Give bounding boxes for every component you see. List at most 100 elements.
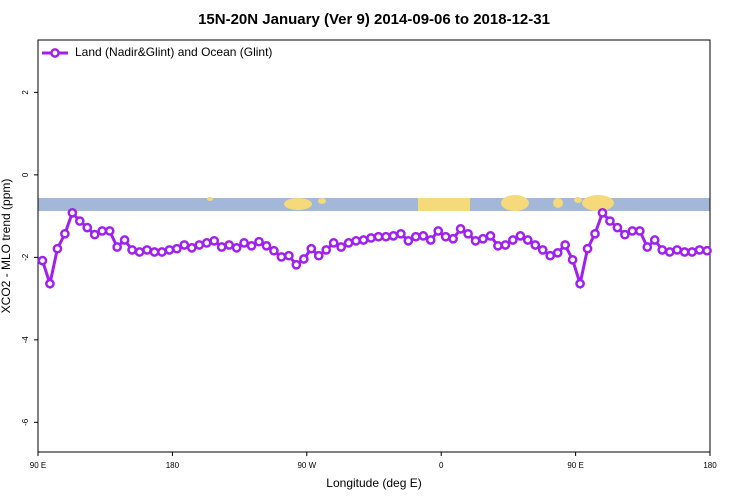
data-point — [388, 231, 399, 241]
data-point — [418, 231, 429, 241]
x-tick-label: 90 E — [567, 461, 583, 470]
data-point — [216, 242, 227, 252]
data-point — [276, 252, 287, 262]
data-point — [284, 250, 294, 261]
data-point — [590, 228, 600, 239]
data-point — [567, 254, 578, 265]
legend-marker — [50, 48, 60, 58]
data-point — [530, 240, 541, 250]
data-point — [104, 226, 115, 236]
plot-frame — [37, 39, 711, 453]
data-point — [627, 226, 638, 236]
y-tick-label: 0 — [21, 172, 30, 177]
data-point — [545, 250, 556, 261]
data-point — [231, 243, 242, 253]
map-strip — [38, 195, 710, 211]
data-point — [500, 240, 511, 250]
data-point — [470, 235, 481, 246]
data-point — [358, 235, 369, 245]
data-point — [142, 245, 152, 255]
data-point — [672, 245, 682, 255]
data-point — [597, 207, 608, 218]
data-point — [612, 222, 623, 233]
data-point — [537, 245, 548, 255]
data-point — [642, 242, 653, 252]
data-point — [254, 236, 264, 247]
chart-title: 15N-20N January (Ver 9) 2014-09-06 to 20… — [198, 11, 550, 28]
data-point — [291, 259, 302, 270]
data-point — [97, 226, 108, 236]
data-point — [433, 226, 444, 236]
x-tick-label: 0 — [439, 461, 444, 470]
data-point — [657, 245, 668, 255]
data-point — [634, 226, 645, 236]
data-point — [261, 240, 272, 251]
data-point — [455, 224, 466, 234]
data-point — [119, 235, 130, 245]
data-point — [485, 231, 496, 241]
y-tick-label: -2 — [21, 253, 30, 261]
x-tick-label: 180 — [703, 461, 717, 470]
data-point — [157, 247, 167, 257]
x-axis-label: Longitude (deg E) — [326, 476, 421, 490]
data-point — [313, 250, 324, 261]
data-point — [209, 235, 220, 246]
data-point — [351, 235, 361, 246]
data-point — [478, 233, 488, 244]
data-point — [224, 240, 234, 250]
data-point — [560, 240, 570, 250]
data-point — [74, 216, 85, 226]
data-point — [694, 245, 705, 255]
data-point — [194, 240, 205, 250]
data-point — [67, 207, 78, 218]
data-point — [448, 233, 458, 244]
data-point — [664, 247, 675, 257]
data-point — [687, 247, 697, 257]
data-point — [440, 231, 451, 242]
data-point — [269, 245, 279, 256]
y-tick-label: -4 — [21, 336, 30, 344]
data-point — [575, 278, 585, 289]
data-point — [112, 242, 122, 252]
data-point — [127, 245, 137, 255]
data-point — [366, 233, 376, 243]
data-point — [410, 231, 421, 242]
data-point — [82, 222, 93, 233]
data-point — [298, 254, 309, 264]
data-point — [239, 238, 249, 248]
x-tick-label: 90 W — [297, 461, 316, 470]
data-point — [89, 229, 100, 240]
y-tick-label: 2 — [21, 90, 30, 95]
legend-label: Land (Nadir&Glint) and Ocean (Glint) — [75, 45, 272, 59]
data-point — [164, 245, 175, 255]
data-point — [605, 216, 615, 226]
data-point — [186, 243, 197, 253]
data-point — [321, 245, 332, 255]
data-point — [508, 235, 518, 245]
data-point — [201, 238, 212, 248]
data-point — [403, 235, 414, 246]
data-point — [306, 243, 317, 254]
x-tick-label: 90 E — [30, 461, 46, 470]
data-point — [396, 228, 406, 239]
data-point — [649, 235, 660, 245]
data-point — [60, 228, 70, 239]
data-point — [373, 231, 384, 242]
data-point — [620, 229, 630, 240]
data-point — [343, 238, 354, 248]
data-point — [522, 235, 533, 245]
data-point — [45, 278, 55, 289]
data-point — [52, 243, 63, 254]
y-axis-label: XCO2 - MLO trend (ppm) — [0, 179, 13, 314]
data-point — [425, 235, 436, 245]
data-point — [149, 247, 160, 257]
data-point — [381, 231, 391, 242]
data-point — [702, 245, 712, 256]
data-point — [328, 238, 339, 248]
y-tick-label: -6 — [21, 418, 30, 426]
data-point — [463, 228, 473, 239]
data-point — [179, 240, 190, 250]
x-tick-label: 180 — [166, 461, 180, 470]
data-point — [552, 247, 563, 258]
data-point — [172, 243, 182, 254]
